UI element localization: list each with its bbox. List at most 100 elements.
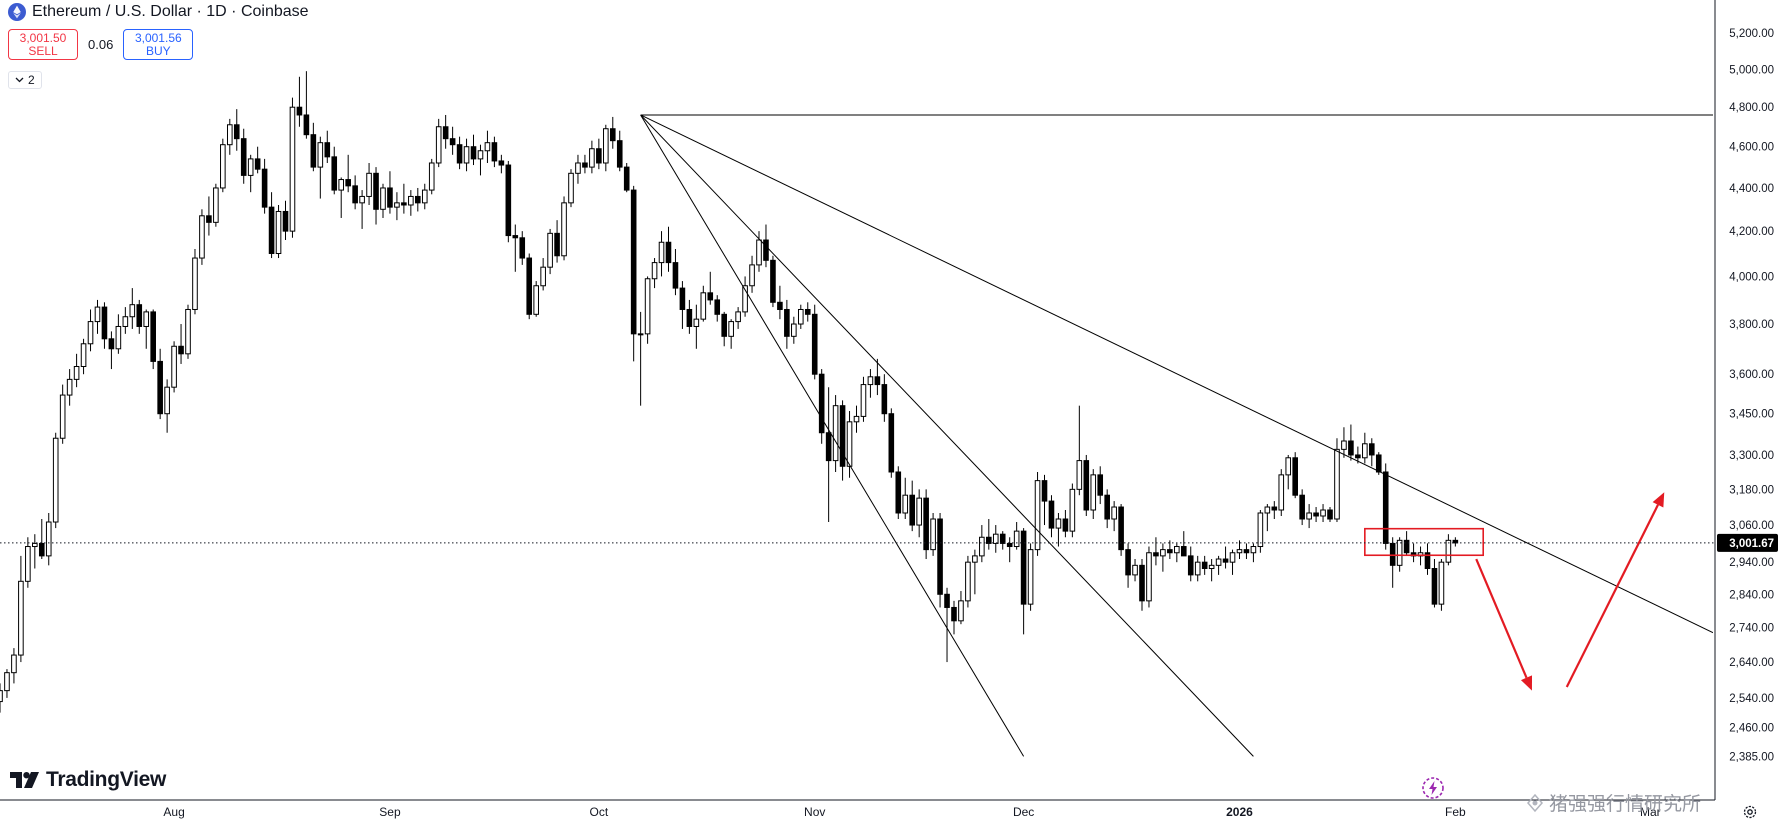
candle: [289, 97, 296, 238]
candle: [1104, 489, 1110, 529]
candle-body-up: [1076, 460, 1083, 490]
candle-body-down: [519, 237, 526, 259]
candle-body-up: [735, 311, 741, 323]
candle: [428, 158, 435, 195]
trendline-1[interactable]: [640, 114, 1713, 634]
candle-body-down: [206, 215, 212, 223]
candle: [867, 369, 874, 398]
candle: [728, 319, 734, 349]
trendline-2[interactable]: [640, 114, 1254, 757]
candle: [547, 228, 553, 275]
candle-body-up: [115, 325, 122, 350]
symbol-header[interactable]: Ethereum / U.S. Dollar · 1D · Coinbase: [8, 3, 309, 21]
candle: [38, 518, 45, 560]
resistance-zone-box[interactable]: [1364, 527, 1485, 557]
buy-label: BUY: [145, 43, 171, 58]
price-tick-label: 2,740.00: [1729, 623, 1774, 635]
watermark-logo-icon: [1527, 793, 1543, 812]
candle: [59, 384, 66, 444]
candle-body-up: [1215, 558, 1222, 566]
candle: [1187, 546, 1194, 582]
candle-body-down: [1313, 512, 1319, 517]
price-tick-label: 2,840.00: [1729, 589, 1774, 601]
candle: [756, 231, 762, 272]
candle-body-down: [1243, 549, 1250, 554]
candle: [811, 304, 818, 380]
candle-body-up: [185, 308, 191, 355]
price-tick-label: 2,540.00: [1729, 693, 1774, 705]
candle: [1118, 504, 1124, 556]
candle-body-down: [1041, 480, 1048, 502]
candle-body-down: [784, 308, 790, 337]
candle: [233, 109, 240, 151]
candle: [206, 196, 212, 236]
watermark: 猪强强行情研究所: [1525, 789, 1701, 816]
price-tick-label: 2,460.00: [1729, 723, 1774, 735]
candle: [1236, 540, 1243, 560]
candle: [804, 302, 811, 322]
candle: [665, 226, 672, 272]
candle: [1292, 452, 1298, 499]
settings-gear-icon[interactable]: [1742, 804, 1758, 820]
candle-body-down: [261, 168, 268, 208]
candle: [338, 177, 345, 218]
candle: [860, 376, 867, 422]
candle-body-up: [1285, 457, 1292, 476]
candle: [818, 369, 825, 444]
candle: [1348, 424, 1354, 461]
candle: [888, 408, 895, 478]
candle-body-up: [728, 321, 734, 337]
candle-body-down: [282, 210, 289, 232]
candle-body-up: [317, 142, 324, 168]
candle-body-up: [1069, 488, 1076, 532]
up-arrow[interactable]: [1565, 492, 1665, 688]
candle-body-down: [268, 206, 275, 255]
candle: [944, 587, 950, 663]
candle: [1132, 559, 1138, 582]
candle-body-up: [1250, 546, 1257, 554]
candle-body-up: [289, 106, 296, 232]
candle: [387, 171, 393, 214]
candle-body-down: [240, 138, 247, 176]
sell-button[interactable]: 3,001.50 SELL: [8, 29, 78, 60]
candle-body-up: [589, 148, 595, 168]
candle-body-down: [1375, 454, 1382, 473]
candle-body-up: [749, 264, 755, 287]
price-tick-label: 4,800.00: [1729, 102, 1774, 114]
candle: [73, 353, 80, 388]
candle-body-up: [693, 318, 700, 327]
lightning-icon[interactable]: [1421, 776, 1445, 800]
candle: [721, 311, 727, 347]
candle: [463, 138, 470, 172]
price-tick-label: 3,300.00: [1729, 450, 1774, 462]
candle-body-up: [853, 415, 860, 423]
candle: [484, 130, 491, 163]
candle: [1139, 559, 1145, 611]
candle: [1278, 469, 1285, 516]
candle: [1264, 504, 1271, 532]
down-arrow[interactable]: [1475, 558, 1533, 691]
candle-body-up: [1027, 549, 1034, 605]
tradingview-logo[interactable]: TradingView: [10, 768, 166, 792]
indicators-toggle-button[interactable]: 2: [8, 71, 42, 89]
candle-body-up: [143, 311, 150, 327]
candle: [4, 669, 10, 698]
candle-body-up: [428, 162, 435, 191]
candle: [199, 209, 205, 265]
price-tick-label: 4,400.00: [1729, 183, 1774, 195]
candle: [359, 190, 365, 229]
candle: [1243, 543, 1250, 560]
candle-body-up: [192, 257, 198, 310]
candle-body-down: [442, 126, 449, 140]
candle: [421, 183, 428, 210]
candle-body-down: [1382, 471, 1389, 544]
buy-button[interactable]: 3,001.56 BUY: [123, 29, 194, 60]
candle-body-down: [672, 262, 679, 289]
trendline-3[interactable]: [640, 114, 1025, 757]
candle: [992, 525, 999, 553]
candle-body-down: [616, 140, 623, 168]
candle: [965, 555, 971, 608]
candle-body-up: [1445, 539, 1452, 563]
